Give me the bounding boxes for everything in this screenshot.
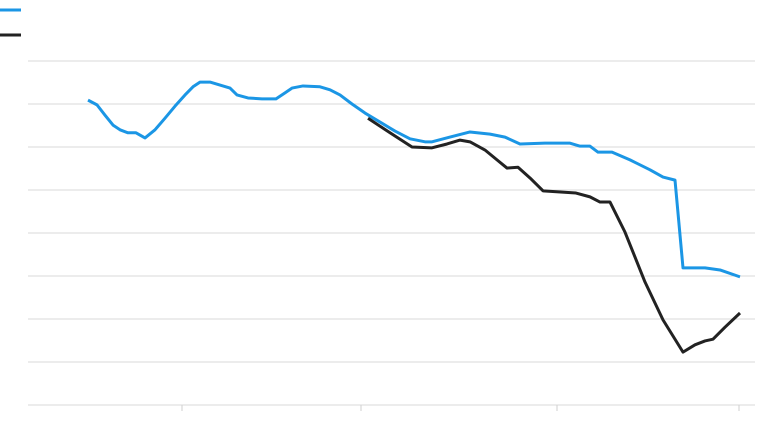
line-series [367, 116, 742, 354]
line-series [87, 80, 741, 279]
